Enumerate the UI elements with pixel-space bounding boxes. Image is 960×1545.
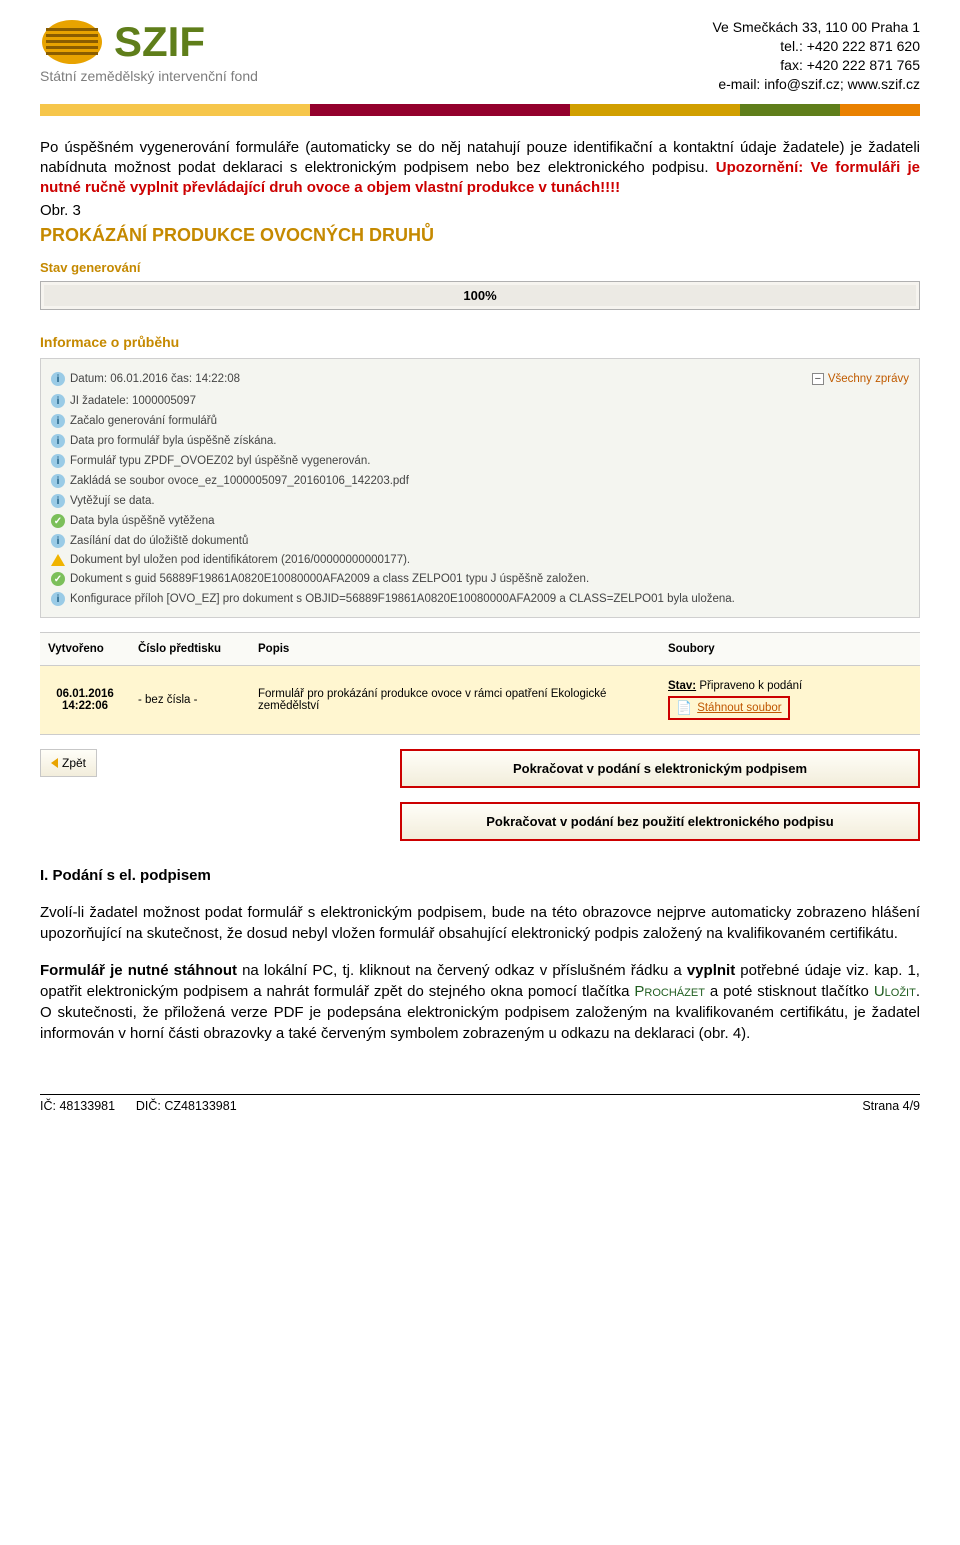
info-line: ✓ Data byla úspěšně vytěžena: [51, 511, 909, 531]
th-soubory: Soubory: [660, 633, 920, 666]
info-box: i Datum: 06.01.2016 čas: 14:22:08 − Všec…: [40, 358, 920, 618]
p2-f: a poté stisknout tlačítko: [705, 983, 874, 1000]
th-pretisk: Číslo předtisku: [130, 633, 250, 666]
continue-noesign-button[interactable]: Pokračovat v podání bez použití elektron…: [400, 802, 920, 841]
p2-b: na lokální PC, tj. kliknout na červený o…: [237, 962, 687, 979]
page-header: SZIF Státní zemědělský intervenční fond …: [40, 18, 920, 94]
info-text: Data pro formulář byla úspěšně získána.: [70, 435, 276, 447]
org-name-sub: Státní zemědělský intervenční fond: [40, 68, 258, 84]
row-stav: Připraveno k podání: [699, 680, 802, 692]
logo-block: SZIF Státní zemědělský intervenční fond: [40, 18, 258, 84]
info-line: i Zasílání dat do úložiště dokumentů: [51, 531, 909, 551]
continue-esign-button[interactable]: Pokračovat v podání s elektronickým podp…: [400, 749, 920, 788]
check-icon: ✓: [51, 572, 65, 586]
warning-icon: [51, 554, 65, 566]
back-label: Zpět: [62, 756, 86, 770]
download-link[interactable]: Stáhnout soubor: [697, 702, 781, 714]
info-text: Začalo generování formulářů: [70, 415, 217, 427]
figure-label: Obr. 3: [40, 202, 920, 219]
footer-dic: DIČ: CZ48133981: [136, 1099, 237, 1113]
info-icon: i: [51, 372, 65, 386]
progress-wrap: 100%: [40, 281, 920, 310]
contact-email: e-mail: info@szif.cz; www.szif.cz: [712, 75, 920, 94]
info-text: Zakládá se soubor ovoce_ez_1000005097_20…: [70, 475, 409, 487]
p2-g: Uložit: [874, 983, 916, 1000]
info-first-row: i Datum: 06.01.2016 čas: 14:22:08 − Všec…: [51, 367, 909, 391]
button-row: Zpět Pokračovat v podání s elektronickým…: [40, 749, 920, 841]
logo: SZIF: [40, 18, 258, 66]
info-line: i Začalo generování formulářů: [51, 411, 909, 431]
info-icon: i: [51, 394, 65, 408]
info-line: i JI žadatele: 1000005097: [51, 391, 909, 411]
p2-a: Formulář je nutné stáhnout: [40, 962, 237, 979]
info-icon: i: [51, 454, 65, 468]
info-text: Data byla úspěšně vytěžena: [70, 515, 214, 527]
info-text: Vytěžují se data.: [70, 495, 155, 507]
page-footer: IČ: 48133981 DIČ: CZ48133981 Strana 4/9: [40, 1094, 920, 1113]
contact-tel: tel.: +420 222 871 620: [712, 37, 920, 56]
progress-bar: 100%: [44, 285, 916, 306]
intro-paragraph: Po úspěšném vygenerování formuláře (auto…: [40, 138, 920, 199]
org-name-big: SZIF: [114, 18, 205, 66]
color-bar: [40, 104, 920, 116]
info-icon: i: [51, 592, 65, 606]
info-icon: i: [51, 534, 65, 548]
info-text: Konfigurace příloh [OVO_EZ] pro dokument…: [70, 593, 735, 605]
footer-ic: IČ: 48133981: [40, 1099, 115, 1113]
info-icon: i: [51, 414, 65, 428]
contact-fax: fax: +420 222 871 765: [712, 56, 920, 75]
th-popis: Popis: [250, 633, 660, 666]
pdf-icon: 📄: [676, 700, 692, 716]
download-box[interactable]: 📄 Stáhnout soubor: [668, 696, 790, 720]
info-icon: i: [51, 474, 65, 488]
row-time: 14:22:06: [48, 700, 122, 712]
check-icon: ✓: [51, 514, 65, 528]
section-body: Zvolí-li žadatel možnost podat formulář …: [40, 902, 920, 1044]
footer-page: Strana 4/9: [862, 1099, 920, 1113]
stav-label: Stav generování: [40, 260, 920, 275]
screenshot-region: PROKÁZÁNÍ PRODUKCE OVOCNÝCH DRUHŮ Stav g…: [40, 225, 920, 841]
row-pretisk: - bez čísla -: [130, 666, 250, 735]
shot-title: PROKÁZÁNÍ PRODUKCE OVOCNÝCH DRUHŮ: [40, 225, 920, 246]
section-p1: Zvolí-li žadatel možnost podat formulář …: [40, 902, 920, 944]
info-line: i Formulář typu ZPDF_OVOEZ02 byl úspěšně …: [51, 451, 909, 471]
info-line: i Datum: 06.01.2016 čas: 14:22:08: [51, 369, 240, 389]
info-text: Zasílání dat do úložiště dokumentů: [70, 535, 248, 547]
info-line: i Konfigurace příloh [OVO_EZ] pro dokumen…: [51, 589, 909, 609]
back-button[interactable]: Zpět: [40, 749, 97, 777]
info-icon: i: [51, 494, 65, 508]
info-text: Datum: 06.01.2016 čas: 14:22:08: [70, 373, 240, 385]
row-popis: Formulář pro prokázání produkce ovoce v …: [250, 666, 660, 735]
info-line: ✓ Dokument s guid 56889F19861A0820E100800…: [51, 569, 909, 589]
contact-addr: Ve Smečkách 33, 110 00 Praha 1: [712, 18, 920, 37]
results-table: Vytvořeno Číslo předtisku Popis Soubory …: [40, 632, 920, 735]
table-row: 06.01.2016 14:22:06 - bez čísla - Formul…: [40, 666, 920, 735]
all-messages-link[interactable]: Všechny zprávy: [828, 373, 909, 385]
p2-c: vyplnit: [687, 962, 735, 979]
info-icon: i: [51, 434, 65, 448]
info-text: Formulář typu ZPDF_OVOEZ02 byl úspěšně v…: [70, 455, 370, 467]
szif-logo-icon: [40, 18, 104, 66]
info-text: JI žadatele: 1000005097: [70, 395, 196, 407]
section-p2: Formulář je nutné stáhnout na lokální PC…: [40, 960, 920, 1044]
info-title: Informace o průběhu: [40, 334, 920, 350]
section-heading: I. Podání s el. podpisem: [40, 867, 920, 884]
row-stav-prefix: Stav:: [668, 680, 696, 692]
contact-block: Ve Smečkách 33, 110 00 Praha 1 tel.: +42…: [712, 18, 920, 94]
info-text: Dokument byl uložen pod identifikátorem …: [70, 554, 410, 566]
info-text: Dokument s guid 56889F19861A0820E1008000…: [70, 573, 589, 585]
row-date: 06.01.2016: [48, 688, 122, 700]
p2-e: Procházet: [634, 983, 705, 1000]
info-line: i Vytěžují se data.: [51, 491, 909, 511]
collapse-icon[interactable]: −: [812, 373, 824, 385]
arrow-left-icon: [51, 758, 58, 768]
th-created: Vytvořeno: [40, 633, 130, 666]
info-line: i Zakládá se soubor ovoce_ez_1000005097_2…: [51, 471, 909, 491]
info-line: Dokument byl uložen pod identifikátorem …: [51, 551, 909, 569]
info-line: i Data pro formulář byla úspěšně získána.: [51, 431, 909, 451]
